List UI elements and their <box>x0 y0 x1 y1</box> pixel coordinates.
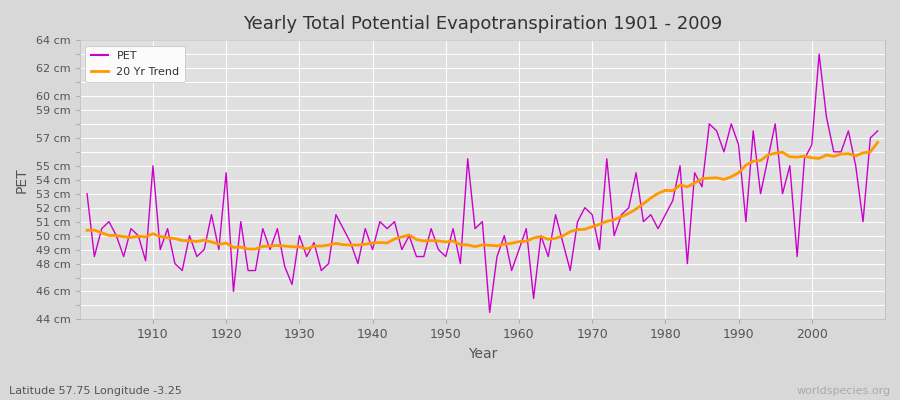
Text: Latitude 57.75 Longitude -3.25: Latitude 57.75 Longitude -3.25 <box>9 386 182 396</box>
Title: Yearly Total Potential Evapotranspiration 1901 - 2009: Yearly Total Potential Evapotranspiratio… <box>243 15 722 33</box>
Text: worldspecies.org: worldspecies.org <box>796 386 891 396</box>
X-axis label: Year: Year <box>468 347 497 361</box>
Y-axis label: PET: PET <box>15 167 29 192</box>
Legend: PET, 20 Yr Trend: PET, 20 Yr Trend <box>86 46 185 82</box>
